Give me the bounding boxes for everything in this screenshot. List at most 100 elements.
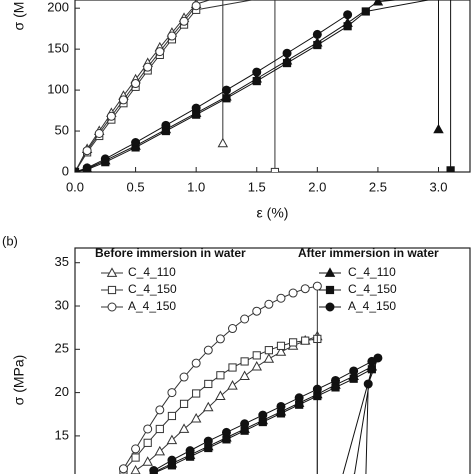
marker <box>228 363 237 372</box>
marker <box>288 288 298 298</box>
legend-label: C_4_150 <box>348 282 397 296</box>
series-line <box>123 285 318 474</box>
marker <box>215 390 226 400</box>
marker <box>179 399 189 408</box>
panel-label: (b) <box>2 233 18 248</box>
x-tick-label: 1.5 <box>248 179 266 194</box>
x-tick-label: 1.0 <box>187 179 205 194</box>
marker <box>373 353 383 363</box>
marker <box>155 47 165 57</box>
legend-marker <box>107 285 117 295</box>
legend-title: After immersion in water <box>298 246 439 260</box>
marker <box>166 434 178 445</box>
marker <box>294 393 304 403</box>
marker <box>282 48 292 58</box>
marker <box>178 423 190 433</box>
plot-area <box>118 281 383 474</box>
marker <box>252 67 262 77</box>
legend-marker <box>107 302 117 312</box>
y-tick-label: 150 <box>47 41 69 56</box>
y-tick-label: 0 <box>62 163 69 178</box>
marker <box>143 424 153 434</box>
marker <box>312 29 322 39</box>
marker <box>191 103 201 113</box>
marker <box>131 453 140 462</box>
legend-marker <box>325 302 335 312</box>
marker <box>343 10 353 20</box>
series-line <box>75 0 224 172</box>
marker <box>276 401 286 411</box>
marker <box>240 357 249 366</box>
marker <box>300 284 310 294</box>
marker <box>252 351 261 360</box>
y-axis-label: σ (M <box>11 2 27 31</box>
marker <box>167 31 177 41</box>
marker <box>264 346 273 355</box>
marker <box>106 111 116 121</box>
marker <box>191 1 201 11</box>
marker <box>82 163 92 172</box>
marker <box>446 166 455 172</box>
marker <box>222 94 231 103</box>
marker <box>100 154 110 164</box>
series-line <box>75 14 348 172</box>
marker <box>179 372 189 382</box>
marker <box>251 360 262 371</box>
marker <box>179 16 189 26</box>
marker <box>143 62 153 72</box>
plot-frame <box>74 247 471 474</box>
legend-marker <box>106 267 118 277</box>
marker <box>190 412 202 423</box>
marker <box>288 338 298 347</box>
marker <box>155 424 164 434</box>
marker <box>349 374 358 383</box>
legend-label: A_4_150 <box>348 299 396 313</box>
marker <box>276 341 286 350</box>
marker <box>227 380 238 390</box>
y-tick-label: 15 <box>55 427 69 442</box>
marker <box>361 7 370 16</box>
marker <box>228 324 238 334</box>
marker <box>275 346 287 356</box>
marker <box>270 167 280 172</box>
marker <box>185 446 195 456</box>
x-axis-label: ε (%) <box>257 205 289 221</box>
marker <box>313 40 322 50</box>
legend-marker <box>324 267 336 277</box>
marker <box>252 76 261 86</box>
legend-label: C_4_110 <box>128 265 176 279</box>
x-tick-label: 0.0 <box>66 179 84 194</box>
marker <box>239 370 250 381</box>
marker <box>312 281 322 291</box>
marker <box>301 336 310 345</box>
y-tick-label: 20 <box>55 384 69 399</box>
marker <box>154 445 166 456</box>
marker <box>130 464 141 474</box>
legend-marker <box>325 285 335 295</box>
marker <box>167 411 177 421</box>
y-tick-label: 50 <box>55 122 69 137</box>
marker <box>312 384 322 394</box>
x-tick-label: 2.0 <box>308 179 326 194</box>
marker <box>155 405 165 415</box>
marker <box>131 79 141 89</box>
y-tick-label: 30 <box>55 297 69 312</box>
marker <box>349 366 359 376</box>
marker <box>217 137 229 148</box>
marker <box>191 358 201 368</box>
marker <box>75 167 80 172</box>
y-tick-label: 35 <box>55 254 69 269</box>
marker <box>203 345 213 355</box>
marker <box>167 455 177 465</box>
plot-area <box>75 0 455 172</box>
marker <box>221 427 231 437</box>
marker <box>82 146 92 156</box>
x-tick-label: 3.0 <box>429 179 447 194</box>
marker <box>143 438 152 447</box>
legend-label: A_4_150 <box>128 299 176 313</box>
y-tick-label: 200 <box>47 0 69 15</box>
marker <box>203 436 213 446</box>
series-line <box>123 338 318 474</box>
marker <box>331 375 341 385</box>
marker <box>192 389 201 398</box>
